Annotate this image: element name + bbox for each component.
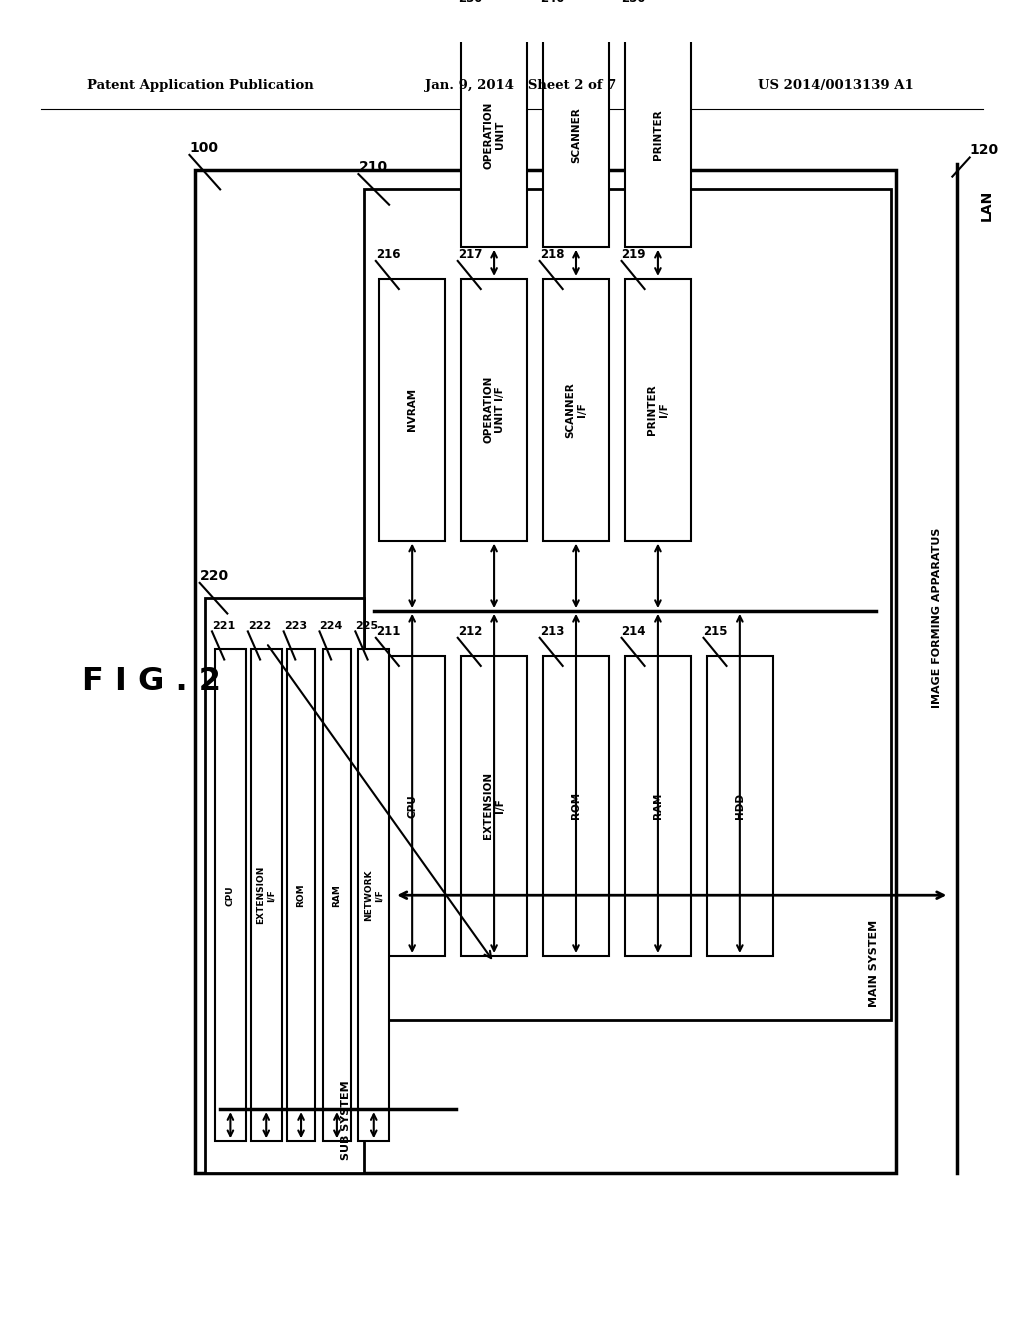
- Bar: [707, 656, 773, 956]
- Text: ROM: ROM: [571, 792, 581, 820]
- Text: 220: 220: [200, 569, 228, 583]
- Bar: [379, 279, 445, 541]
- Text: 223: 223: [284, 622, 307, 631]
- Text: Patent Application Publication: Patent Application Publication: [87, 79, 313, 92]
- Text: 240: 240: [540, 0, 564, 5]
- Bar: [543, 656, 609, 956]
- Text: ROM: ROM: [297, 883, 305, 907]
- Bar: [543, 24, 609, 247]
- Bar: [379, 656, 445, 956]
- Text: SUB SYSTEM: SUB SYSTEM: [341, 1081, 351, 1160]
- Text: 230: 230: [458, 0, 482, 5]
- Text: 225: 225: [355, 622, 379, 631]
- Text: OPERATION
UNIT I/F: OPERATION UNIT I/F: [483, 376, 505, 444]
- Text: 250: 250: [622, 0, 646, 5]
- Text: NETWORK
I/F: NETWORK I/F: [365, 870, 383, 921]
- Text: US 2014/0013139 A1: US 2014/0013139 A1: [758, 79, 913, 92]
- Text: 221: 221: [212, 622, 236, 631]
- Text: NVRAM: NVRAM: [408, 388, 417, 432]
- Text: 214: 214: [622, 624, 646, 638]
- Text: PRINTER: PRINTER: [653, 110, 663, 161]
- Text: MAIN SYSTEM: MAIN SYSTEM: [868, 920, 879, 1007]
- Text: OPERATION
UNIT: OPERATION UNIT: [483, 102, 505, 169]
- Bar: [287, 649, 315, 1142]
- Text: SCANNER
I/F: SCANNER I/F: [565, 381, 587, 438]
- Bar: [461, 24, 527, 247]
- Text: EXTENSION
I/F: EXTENSION I/F: [483, 772, 505, 840]
- Text: 213: 213: [540, 624, 564, 638]
- Text: 210: 210: [358, 160, 387, 174]
- Bar: [543, 279, 609, 541]
- Text: CPU: CPU: [226, 884, 234, 906]
- Text: HDD: HDD: [735, 793, 744, 818]
- Text: 222: 222: [248, 622, 271, 631]
- Bar: [215, 649, 246, 1142]
- Text: F I G . 2: F I G . 2: [82, 665, 221, 697]
- Text: EXTENSION
I/F: EXTENSION I/F: [257, 866, 275, 924]
- Text: 100: 100: [189, 141, 218, 154]
- Text: 215: 215: [703, 624, 728, 638]
- Text: 224: 224: [319, 622, 343, 631]
- Text: 211: 211: [376, 624, 400, 638]
- Text: 120: 120: [970, 144, 998, 157]
- Bar: [461, 279, 527, 541]
- Bar: [358, 649, 389, 1142]
- Text: SCANNER: SCANNER: [571, 107, 581, 162]
- Bar: [205, 598, 364, 1173]
- Bar: [625, 24, 691, 247]
- Text: PRINTER
I/F: PRINTER I/F: [647, 384, 669, 436]
- Text: RAM: RAM: [653, 792, 663, 818]
- Text: Jan. 9, 2014   Sheet 2 of 7: Jan. 9, 2014 Sheet 2 of 7: [425, 79, 616, 92]
- Text: LAN: LAN: [980, 189, 994, 220]
- Bar: [625, 656, 691, 956]
- Bar: [251, 649, 282, 1142]
- Bar: [461, 656, 527, 956]
- Text: 219: 219: [622, 248, 646, 261]
- Bar: [323, 649, 351, 1142]
- Bar: [195, 170, 896, 1173]
- Text: 218: 218: [540, 248, 564, 261]
- Bar: [625, 279, 691, 541]
- Text: 212: 212: [458, 624, 482, 638]
- Text: IMAGE FORMING APPARATUS: IMAGE FORMING APPARATUS: [932, 527, 942, 708]
- Text: 217: 217: [458, 248, 482, 261]
- Bar: [364, 189, 891, 1020]
- Text: RAM: RAM: [333, 884, 341, 907]
- Text: CPU: CPU: [408, 793, 417, 817]
- Text: 216: 216: [376, 248, 400, 261]
